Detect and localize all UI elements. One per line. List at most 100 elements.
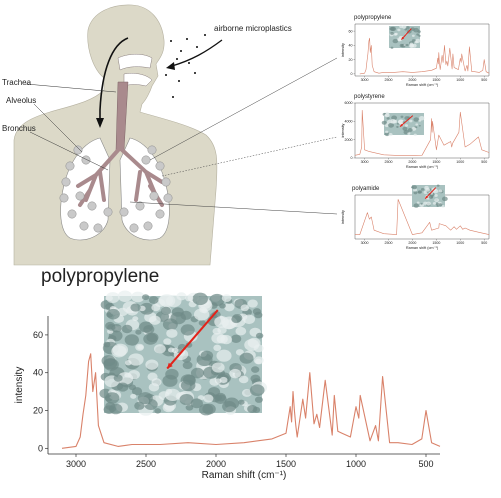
micrograph-grain: [160, 306, 172, 315]
spectrum-polyamide-small: polyamide 3000 2500 2000 1500 1000 500 Raman sh…: [341, 184, 490, 250]
micrograph-grain: [185, 404, 194, 411]
x-tick-label: 2500: [136, 459, 156, 469]
y-tick-label: 2000: [345, 138, 353, 142]
series-line: [359, 37, 490, 75]
particle-icon: [172, 96, 174, 98]
micrograph-grain: [407, 116, 410, 119]
micrograph-grain: [149, 315, 161, 325]
micrograph-grain: [441, 205, 445, 208]
micrograph-grain: [239, 352, 254, 364]
micrograph-grain: [413, 27, 420, 33]
micrograph-grain: [390, 46, 394, 49]
micrograph-grain: [254, 311, 263, 319]
alveolus-label: Alveolus: [6, 96, 36, 105]
micrograph-grain: [117, 382, 129, 392]
particle-icon: [170, 40, 172, 42]
particle-icon: [196, 46, 198, 48]
micrograph-grain: [192, 292, 208, 306]
y-axis-label: intensity: [341, 210, 345, 224]
micrograph-image: [389, 25, 421, 49]
micrograph-grain: [107, 323, 116, 331]
spectrum-polypropylene-large: 3000 2500 2000 1500 1000 500 0 20 40 60 Raman shif…: [14, 290, 441, 481]
micrograph-grain: [417, 190, 423, 194]
x-tick-label: 2500: [385, 78, 393, 82]
micrograph-grain: [413, 117, 419, 122]
micrograph-grain: [390, 26, 396, 31]
micrograph-grain: [413, 203, 419, 208]
x-tick-label: 3000: [361, 78, 369, 82]
micrograph-image: [99, 290, 268, 416]
micrograph-grain: [203, 394, 214, 403]
particle-arrow: [399, 115, 414, 128]
x-tick-label: 500: [481, 160, 487, 164]
alveolus-icon: [119, 207, 129, 217]
micrograph-grain: [145, 359, 159, 370]
micrograph-grain: [411, 43, 417, 48]
micrograph-grain: [216, 349, 232, 362]
micrograph-grain: [388, 122, 394, 128]
micrograph-grain: [416, 201, 420, 204]
y-tick-label: 0: [351, 156, 353, 160]
micrograph-grain: [231, 315, 242, 324]
micrograph-grain: [131, 291, 145, 303]
micrograph-grain: [249, 384, 265, 397]
micrograph-grain: [247, 404, 258, 414]
micrograph-grain: [109, 406, 117, 412]
x-tick-label: 1000: [456, 78, 464, 82]
y-axis-label: intensity: [341, 43, 345, 57]
particle-icon: [194, 72, 196, 74]
micrograph-grain: [255, 332, 264, 339]
alveolus-icon: [59, 193, 69, 203]
micrograph-grain: [426, 201, 431, 206]
micrograph-grain: [121, 324, 133, 334]
micrograph-grain: [209, 293, 225, 306]
micrograph-grain: [418, 124, 421, 127]
micrograph-grain: [193, 308, 210, 321]
micrograph-grain: [441, 196, 448, 202]
x-tick-label: 2500: [385, 241, 393, 245]
micrograph-grain: [436, 204, 439, 207]
x-tick-label: 3000: [361, 160, 369, 164]
x-tick-label: 1000: [456, 241, 464, 245]
inhalation-arrowhead-icon: [96, 118, 104, 128]
micrograph-grain: [385, 130, 389, 134]
micrograph-grain: [224, 303, 235, 312]
micrograph-grain: [179, 393, 194, 406]
micrograph-grain: [384, 113, 390, 118]
micrograph-grain: [409, 119, 413, 123]
chart-title: polypropylene: [354, 15, 392, 21]
x-tick-label: 1500: [432, 78, 440, 82]
micrograph-grain: [151, 303, 161, 312]
alveolus-icon: [149, 191, 159, 201]
micrograph-grain: [131, 387, 143, 396]
alveolus-icon: [75, 191, 85, 201]
micrograph-grain: [435, 202, 439, 206]
micrograph-grain: [154, 408, 162, 414]
y-tick-label: 40: [33, 368, 43, 378]
micrograph-grain: [202, 403, 216, 415]
series-line: [354, 110, 490, 156]
micrograph-grain: [163, 338, 172, 345]
alveolus-icon: [147, 145, 157, 155]
y-tick-label: 60: [33, 330, 43, 340]
nasal-cavity: [117, 54, 153, 71]
micrograph-grain: [137, 392, 153, 405]
alveolus-pointer: [33, 103, 83, 153]
micrograph-grain: [414, 40, 418, 44]
airborne-arrowhead-icon: [166, 62, 175, 70]
micrograph-grain: [432, 202, 437, 205]
micrograph-grain: [148, 383, 160, 392]
micrograph-grain: [404, 124, 409, 127]
x-tick-label: 1000: [346, 459, 366, 469]
x-tick-label: 2000: [408, 78, 416, 82]
y-tick-label: 4000: [345, 120, 353, 124]
micrograph-grain: [148, 296, 159, 304]
micrograph-grain: [213, 344, 222, 352]
x-tick-label: 2000: [408, 241, 416, 245]
micrograph-grain: [130, 393, 137, 399]
micrograph-grain: [111, 345, 127, 358]
x-tick-label: 3000: [66, 459, 86, 469]
micrograph-grain: [407, 132, 411, 135]
micrograph-grain: [434, 198, 440, 203]
micrograph-grain: [434, 194, 438, 197]
